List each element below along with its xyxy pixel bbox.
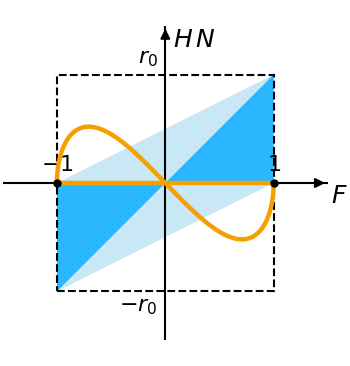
Text: $-r_0$: $-r_0$ — [119, 297, 158, 317]
Text: $H\,N$: $H\,N$ — [173, 28, 216, 52]
Text: $1$: $1$ — [267, 156, 281, 175]
Polygon shape — [57, 75, 274, 291]
Polygon shape — [165, 75, 274, 183]
Text: $r_0$: $r_0$ — [138, 49, 158, 69]
Text: $F$: $F$ — [331, 184, 348, 208]
Polygon shape — [57, 183, 165, 291]
Text: $-1$: $-1$ — [41, 156, 74, 175]
